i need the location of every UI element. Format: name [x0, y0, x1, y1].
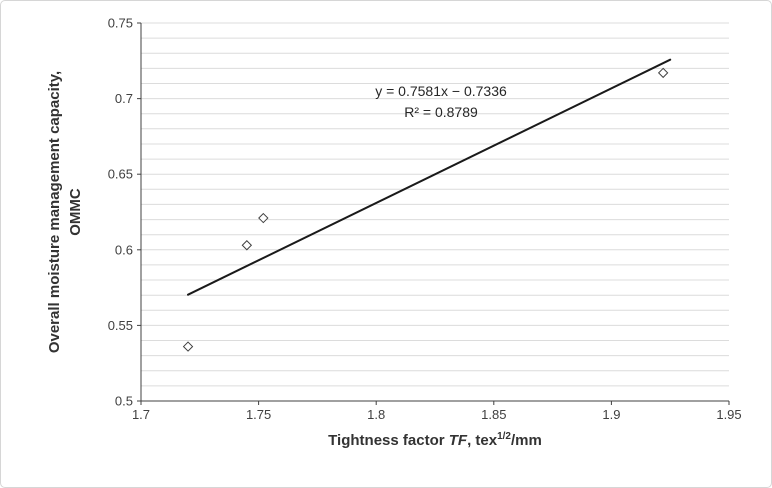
x-tick-label: 1.85	[481, 407, 506, 422]
x-axis-title-text-2: , tex	[467, 432, 498, 449]
data-point-marker	[657, 67, 669, 79]
x-axis-title-text-3: /mm	[511, 432, 542, 449]
y-tick-label: 0.55	[108, 318, 133, 333]
x-axis-title-tf-italic: TF	[448, 432, 468, 449]
x-axis-title: Tightness factor TF, tex1/2/mm	[141, 431, 729, 449]
y-tick-label: 0.7	[115, 91, 133, 106]
x-tick-label: 1.75	[246, 407, 271, 422]
y-tick-label: 0.65	[108, 167, 133, 182]
data-point-marker	[241, 240, 253, 251]
trendline-annotation: y = 0.7581x − 0.7336 R² = 0.8789	[301, 81, 581, 123]
x-tick-label: 1.7	[132, 407, 150, 422]
trendline	[187, 58, 672, 296]
data-point-marker	[258, 212, 269, 224]
y-axis-title-line2: OMMC	[67, 188, 84, 236]
y-axis-title: Overall moisture management capacity, OM…	[44, 22, 86, 402]
y-tick-label: 0.75	[108, 16, 133, 31]
r-squared-label: R² = 0.8789	[404, 104, 478, 120]
x-tick-label: 1.8	[367, 407, 385, 422]
y-tick-label: 0.5	[115, 394, 133, 409]
x-axis-title-text-1: Tightness factor	[328, 432, 449, 449]
x-tick-label: 1.9	[602, 407, 620, 422]
x-axis-title-superscript: 1/2	[497, 431, 511, 442]
y-axis-title-line1: Overall moisture management capacity,	[46, 70, 63, 354]
trendline-equation: y = 0.7581x − 0.7336	[375, 83, 507, 99]
data-point-marker	[182, 341, 194, 352]
y-tick-label: 0.6	[115, 242, 133, 257]
x-tick-label: 1.95	[716, 407, 741, 422]
